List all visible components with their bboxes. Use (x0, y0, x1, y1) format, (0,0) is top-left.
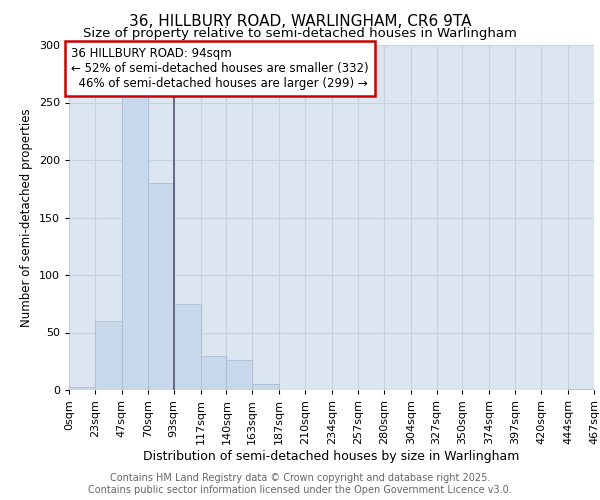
Bar (148, 183, 173, 390)
Bar (226, 360, 252, 390)
X-axis label: Distribution of semi-detached houses by size in Warlingham: Distribution of semi-detached houses by … (143, 450, 520, 462)
Bar (173, 304, 200, 390)
Bar (568, 389, 594, 390)
Y-axis label: Number of semi-detached properties: Number of semi-detached properties (20, 108, 33, 327)
Text: 36 HILLBURY ROAD: 94sqm
← 52% of semi-detached houses are smaller (332)
  46% of: 36 HILLBURY ROAD: 94sqm ← 52% of semi-de… (71, 46, 369, 90)
Text: 36, HILLBURY ROAD, WARLINGHAM, CR6 9TA: 36, HILLBURY ROAD, WARLINGHAM, CR6 9TA (129, 14, 471, 29)
Text: Size of property relative to semi-detached houses in Warlingham: Size of property relative to semi-detach… (83, 28, 517, 40)
Bar (200, 356, 226, 390)
Bar (252, 384, 279, 390)
Bar (69, 386, 95, 390)
Bar (95, 321, 122, 390)
Bar (122, 83, 148, 390)
Text: Contains HM Land Registry data © Crown copyright and database right 2025.
Contai: Contains HM Land Registry data © Crown c… (88, 474, 512, 495)
